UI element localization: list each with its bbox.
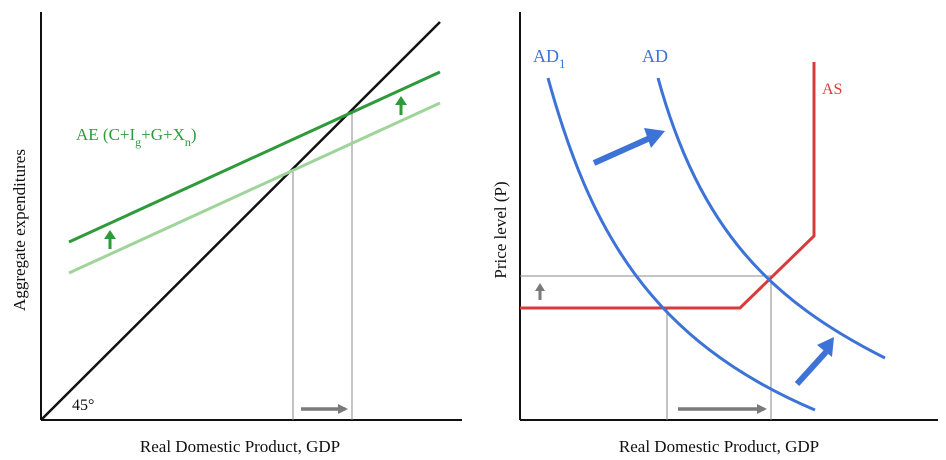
as-label: AS [822, 81, 842, 98]
ae-shift-up-arrow-left [104, 230, 116, 249]
ae-line-new [68, 70, 441, 244]
right-x-axis-label: Real Domestic Product, GDP [619, 437, 819, 456]
price-increase-arrow [535, 283, 545, 300]
right-y-axis-label: Price level (P) [491, 181, 510, 278]
right-panel: AD1 AD AS Real Domestic Product, GDP Pri… [491, 12, 938, 456]
line-45-degree [40, 21, 441, 421]
as-curve [520, 62, 816, 310]
angle-label: 45° [72, 397, 94, 414]
ad-shift-arrow-upper [592, 128, 665, 166]
left-x-axis-label: Real Domestic Product, GDP [140, 437, 340, 456]
ad-shift-arrow-lower [794, 337, 834, 387]
left-panel: AE (C+Ig+G+Xn) 45° Real Domestic Product… [10, 12, 462, 456]
ae-shift-up-arrow-right [395, 96, 407, 115]
ae-line-old [68, 101, 441, 275]
ad-label: AD [642, 46, 668, 66]
ad1-curve [546, 77, 816, 412]
left-y-axis-label: Aggregate expenditures [10, 149, 29, 311]
ad-curve [656, 77, 886, 360]
ad1-label: AD1 [533, 46, 566, 71]
ae-label: AE (C+Ig+G+Xn) [76, 125, 197, 149]
